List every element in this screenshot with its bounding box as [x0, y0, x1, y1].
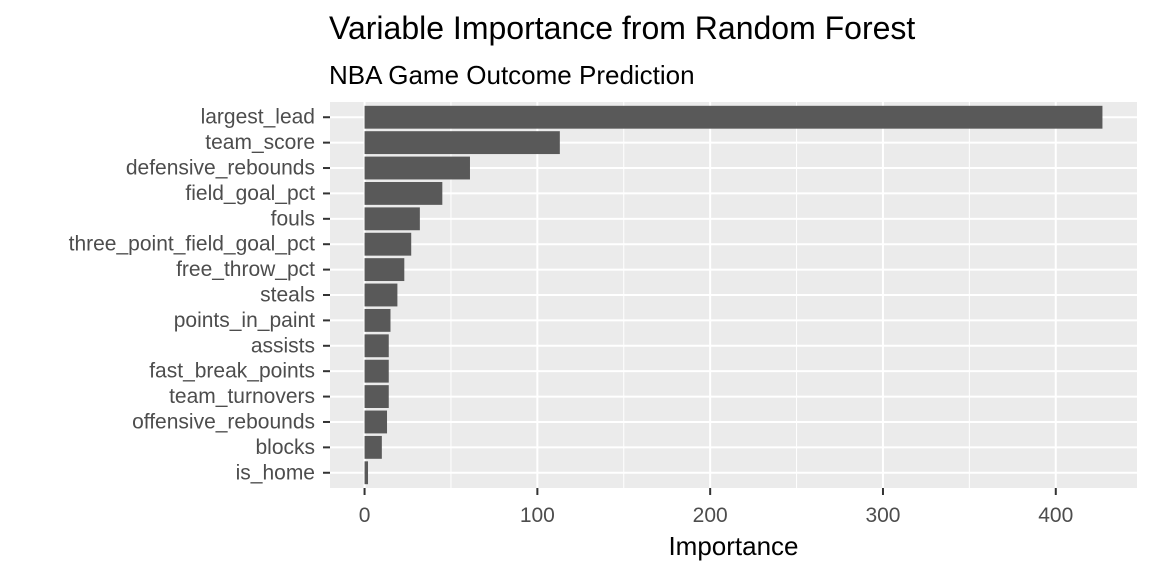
bar	[364, 283, 398, 307]
x-axis: 0 100 200 300 400	[359, 488, 1073, 527]
y-tick-label: points_in_paint	[174, 309, 315, 332]
bar	[364, 334, 389, 358]
chart-subtitle: NBA Game Outcome Prediction	[329, 60, 695, 90]
y-tick-label: blocks	[255, 436, 315, 459]
x-tick-label: 300	[865, 504, 900, 527]
y-tick-label: is_home	[236, 461, 315, 484]
y-tick-label: largest_lead	[201, 106, 315, 129]
bar	[364, 207, 420, 231]
bar	[364, 156, 470, 180]
y-tick-label: team_score	[205, 131, 315, 154]
y-tick-label: assists	[251, 334, 315, 357]
bars	[364, 105, 1103, 485]
y-tick-label: defensive_rebounds	[126, 157, 315, 180]
chart-title: Variable Importance from Random Forest	[329, 10, 916, 46]
y-tick-label: fouls	[271, 207, 315, 230]
x-tick-label: 100	[520, 504, 555, 527]
bar	[364, 410, 388, 434]
bar	[364, 435, 382, 459]
bar	[364, 181, 443, 205]
x-tick-label: 0	[359, 504, 371, 527]
bar	[364, 359, 389, 383]
bar	[364, 232, 412, 256]
bar	[364, 308, 391, 332]
bar	[364, 131, 560, 155]
bar	[364, 385, 389, 409]
y-tick-label: team_turnovers	[169, 385, 315, 408]
y-tick-label: offensive_rebounds	[132, 410, 315, 433]
bar	[364, 461, 369, 485]
bar	[364, 258, 405, 282]
y-tick-label: free_throw_pct	[176, 258, 315, 281]
x-axis-title: Importance	[668, 531, 798, 561]
y-tick-label: fast_break_points	[149, 360, 315, 383]
x-tick-label: 200	[693, 504, 728, 527]
bar	[364, 105, 1103, 129]
y-tick-label: three_point_field_goal_pct	[69, 233, 316, 256]
y-tick-label: steals	[260, 284, 315, 307]
x-tick-label: 400	[1038, 504, 1073, 527]
y-tick-label: field_goal_pct	[185, 182, 315, 205]
